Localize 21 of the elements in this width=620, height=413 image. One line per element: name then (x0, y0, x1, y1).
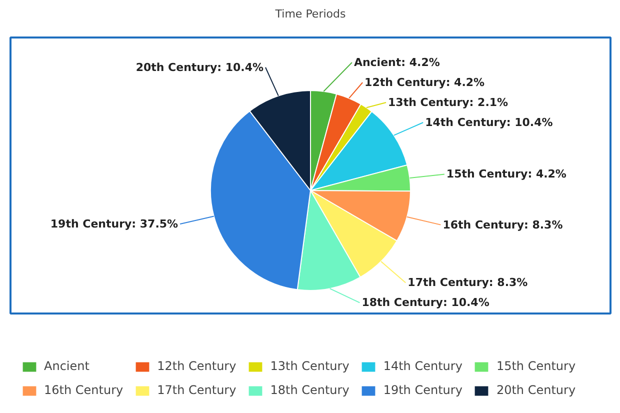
legend-label: 17th Century (157, 383, 236, 397)
legend-label: 18th Century (270, 383, 350, 397)
legend-label: 16th Century (44, 383, 124, 397)
data-label: 17th Century: 8.3% (408, 276, 528, 290)
data-label: 16th Century: 8.3% (442, 218, 563, 232)
data-label: Ancient: 4.2% (354, 56, 440, 69)
legend-label: 20th Century (496, 383, 576, 397)
data-label: 13th Century: 2.1% (388, 96, 508, 109)
legend-label: 13th Century (270, 359, 350, 373)
data-label: 19th Century: 37.5% (50, 218, 178, 231)
legend-label: 14th Century (383, 359, 462, 373)
legend-label: 15th Century (496, 359, 576, 373)
legend-label: 19th Century (383, 383, 462, 397)
data-label: 18th Century: 10.4% (362, 296, 490, 310)
data-label: 14th Century: 10.4% (425, 116, 553, 129)
data-label: 15th Century: 4.2% (446, 168, 566, 181)
legend-label: 12th Century (157, 359, 236, 373)
data-label: 12th Century: 4.2% (364, 76, 485, 89)
legend-label: Ancient (44, 359, 90, 373)
chart-title: Time Periods (274, 8, 346, 20)
data-label: 20th Century: 10.4% (136, 60, 264, 74)
